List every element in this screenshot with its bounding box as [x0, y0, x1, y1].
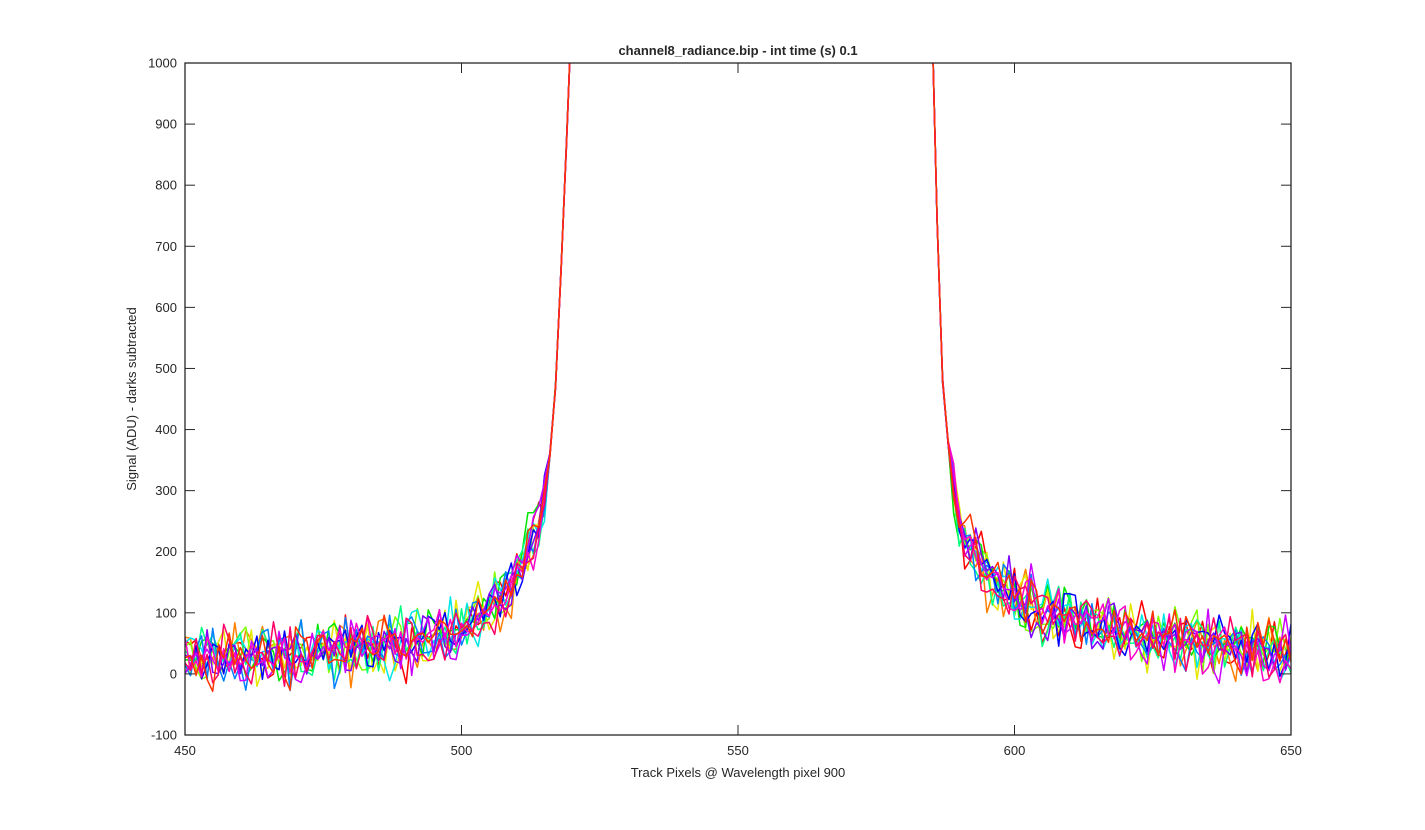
series-line — [185, 63, 1291, 687]
chart-title: channel8_radiance.bip - int time (s) 0.1 — [618, 43, 857, 58]
plot-frame — [184, 62, 1292, 736]
y-tick-label: 600 — [155, 300, 177, 315]
y-tick-label: 100 — [155, 605, 177, 620]
y-tick-label: -100 — [151, 728, 177, 743]
series-line — [185, 63, 1291, 693]
y-tick-label: 900 — [155, 117, 177, 132]
x-tick-label: 450 — [174, 743, 196, 758]
y-tick-label: 1000 — [148, 56, 177, 71]
y-tick-label: 0 — [170, 666, 177, 681]
y-axis-label: Signal (ADU) - darks subtracted — [124, 307, 139, 491]
x-tick-label: 600 — [1004, 743, 1026, 758]
x-tick-label: 650 — [1280, 743, 1302, 758]
y-tick-label: 200 — [155, 544, 177, 559]
y-tick-label: 400 — [155, 422, 177, 437]
y-tick-label: 300 — [155, 483, 177, 498]
series-layer — [185, 63, 1291, 693]
x-axis-label: Track Pixels @ Wavelength pixel 900 — [631, 765, 846, 780]
y-tick-label: 500 — [155, 361, 177, 376]
y-tick-label: 700 — [155, 239, 177, 254]
x-tick-label: 500 — [451, 743, 473, 758]
y-tick-label: 800 — [155, 178, 177, 193]
x-tick-label: 550 — [727, 743, 749, 758]
ticks-layer: 450 500 550 600 650 -100 0 100 200 300 400 500 600 70… — [148, 56, 1302, 759]
